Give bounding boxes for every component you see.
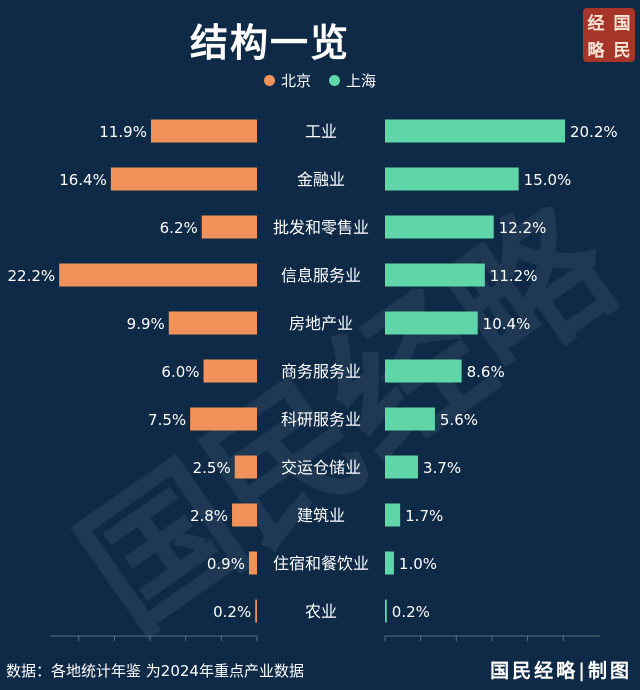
chart-title: 结构一览 [190, 21, 351, 65]
data-label-beijing: 7.5% [148, 411, 186, 429]
bar-beijing [110, 167, 257, 191]
data-label-shanghai: 0.2% [392, 603, 430, 621]
bar-shanghai [385, 503, 401, 527]
logo-char: 国 [613, 14, 631, 34]
data-label-shanghai: 5.6% [440, 411, 478, 429]
category-label: 科研服务业 [281, 410, 361, 429]
data-label-beijing: 2.5% [193, 459, 231, 477]
data-label-beijing: 11.9% [99, 123, 147, 141]
data-label-shanghai: 1.0% [399, 555, 437, 573]
bar-beijing [150, 119, 257, 143]
data-label-shanghai: 11.2% [490, 267, 538, 285]
bar-shanghai [385, 167, 519, 191]
bar-beijing [168, 311, 257, 335]
legend-item-beijing: 北京 [263, 70, 311, 90]
bar-beijing [201, 215, 257, 239]
chart-legend: 北京 上海 [0, 70, 640, 90]
category-label: 信息服务业 [281, 266, 361, 285]
bar-shanghai [385, 407, 435, 431]
category-label: 建筑业 [297, 506, 345, 525]
bar-shanghai [385, 359, 462, 383]
logo-char: 经 [587, 14, 605, 34]
data-label-beijing: 16.4% [59, 171, 107, 189]
bar-shanghai [385, 455, 418, 479]
data-source-note: 数据：各地统计年鉴 为2024年重点产业数据 [6, 662, 304, 680]
data-label-beijing: 0.2% [213, 603, 251, 621]
logo-char: 略 [587, 41, 605, 61]
bar-shanghai [385, 311, 478, 335]
data-label-shanghai: 1.7% [405, 507, 443, 525]
category-label: 农业 [305, 602, 337, 621]
data-label-beijing: 2.8% [190, 507, 228, 525]
bar-beijing [255, 599, 257, 623]
bar-beijing [248, 551, 257, 575]
data-label-beijing: 6.0% [161, 363, 199, 381]
legend-item-shanghai: 上海 [329, 70, 376, 90]
bar-beijing [59, 263, 257, 287]
category-label: 交运仓储业 [281, 458, 361, 477]
legend-label-shanghai: 上海 [346, 71, 377, 90]
data-label-shanghai: 20.2% [570, 123, 618, 141]
bar-beijing [232, 503, 257, 527]
data-label-shanghai: 10.4% [483, 315, 531, 333]
data-label-beijing: 6.2% [160, 219, 198, 237]
data-label-shanghai: 12.2% [499, 219, 547, 237]
data-label-beijing: 0.9% [207, 555, 245, 573]
bar-beijing [234, 455, 257, 479]
bar-beijing [190, 407, 257, 431]
data-label-beijing: 22.2% [8, 267, 56, 285]
legend-swatch-beijing [263, 74, 275, 86]
data-label-shanghai: 8.6% [467, 363, 505, 381]
footer-brand: 国民经略|制图 [490, 660, 632, 682]
bar-beijing [203, 359, 257, 383]
bar-shanghai [385, 551, 394, 575]
legend-label-beijing: 北京 [280, 71, 311, 90]
category-label: 批发和零售业 [273, 218, 369, 237]
data-label-beijing: 9.9% [127, 315, 165, 333]
bar-shanghai [385, 599, 387, 623]
data-label-shanghai: 15.0% [524, 171, 572, 189]
legend-swatch-shanghai [329, 74, 340, 86]
data-label-shanghai: 3.7% [423, 459, 461, 477]
category-label: 商务服务业 [281, 362, 361, 381]
brand-logo: 经 国 略 民 [583, 8, 635, 62]
bar-shanghai [385, 263, 485, 287]
category-label: 住宿和餐饮业 [273, 554, 369, 573]
category-label: 金融业 [297, 170, 345, 189]
category-label: 房地产业 [289, 314, 353, 333]
logo-char: 民 [613, 41, 631, 61]
bar-shanghai [385, 119, 565, 143]
category-label: 工业 [305, 122, 337, 141]
bar-shanghai [385, 215, 494, 239]
